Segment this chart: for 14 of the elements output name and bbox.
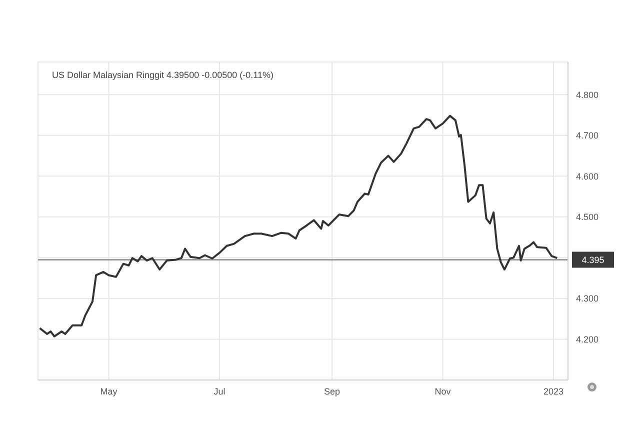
x-tick-label: Nov xyxy=(434,386,452,396)
x-tick-label: Sep xyxy=(324,386,340,396)
y-tick-label: 4.700 xyxy=(576,130,599,141)
x-tick-label: Jul xyxy=(214,386,226,396)
x-tick-label: May xyxy=(100,386,118,396)
y-tick-label: 4.500 xyxy=(576,212,599,222)
y-tick-label: 4.800 xyxy=(576,90,599,100)
y-tick-label: 4.300 xyxy=(576,294,599,304)
ref-line-label: 4.395 xyxy=(582,255,604,266)
text: US Dollar Malaysian Ringgit 4.39500 -0.00500 (-0.11%) xyxy=(52,70,274,80)
y-tick-label: 4.200 xyxy=(576,334,599,344)
x-tick-label: 2023 xyxy=(543,386,564,396)
line-series xyxy=(38,114,558,338)
y-tick-label: 4.600 xyxy=(576,171,599,182)
